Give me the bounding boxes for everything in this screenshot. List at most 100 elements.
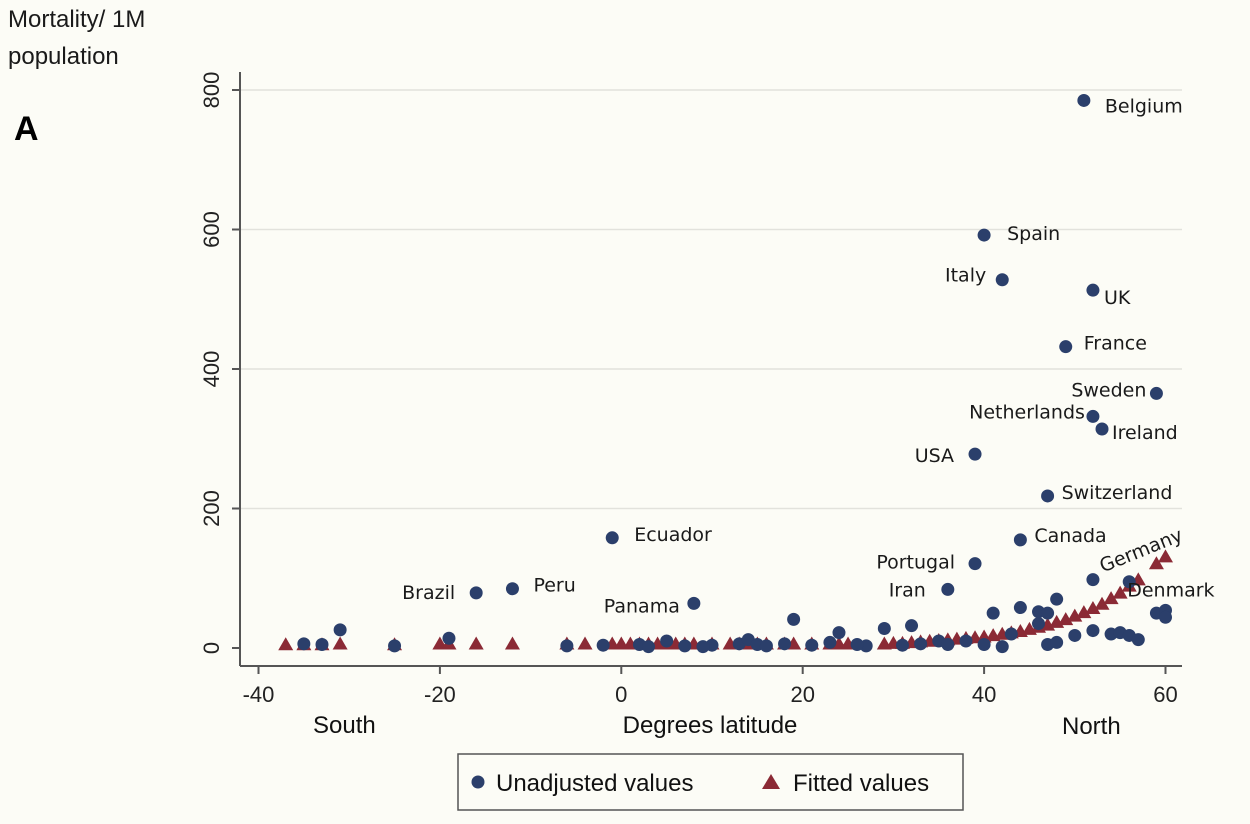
ticks: 0 200 400 600 800 -40 -20 0 20 40 60 [199, 72, 1178, 707]
unadjusted-point [823, 635, 837, 649]
legend: Unadjusted values Fitted values [457, 753, 964, 811]
fitted-point [504, 636, 520, 650]
unadjusted-point [759, 639, 773, 653]
unadjusted-point [333, 623, 347, 637]
y-axis-title-line-2: population [8, 43, 119, 70]
unadjusted-point [297, 637, 311, 651]
unadjusted-series [297, 93, 1172, 654]
unadjusted-point [678, 639, 692, 653]
x-tick-label: 0 [615, 682, 627, 707]
fitted-point [1112, 585, 1128, 599]
y-tick-label: 400 [199, 351, 224, 388]
point-label: Peru [533, 575, 575, 597]
fitted-point [278, 637, 294, 651]
unadjusted-point [787, 612, 801, 626]
unadjusted-point [977, 638, 991, 652]
unadjusted-point [968, 557, 982, 571]
unadjusted-point [1013, 601, 1027, 615]
point-label: Spain [1007, 223, 1060, 245]
unadjusted-point [1159, 610, 1172, 624]
y-tick-label: 0 [199, 642, 224, 654]
unadjusted-point [778, 637, 792, 651]
unadjusted-point [1122, 575, 1136, 589]
fitted-point [468, 636, 484, 650]
y-axis-title-line-1: Mortality/ 1M [8, 6, 145, 33]
unadjusted-point [1041, 489, 1055, 503]
fitted-point [1158, 549, 1173, 563]
fitted-point [1148, 556, 1164, 570]
unadjusted-point [560, 639, 574, 653]
x-tick-label: -20 [424, 682, 456, 707]
fitted-point [1085, 600, 1101, 614]
gridlines [240, 89, 1182, 510]
point-label: Sweden [1071, 379, 1146, 401]
unadjusted-point [832, 626, 846, 640]
legend-box [457, 753, 964, 811]
fitted-point [1058, 612, 1074, 626]
unadjusted-point [1013, 533, 1027, 547]
unadjusted-point [914, 637, 928, 651]
unadjusted-point [1050, 592, 1064, 606]
unadjusted-point [687, 596, 701, 610]
x-tick-label: 20 [790, 682, 814, 707]
point-label: Portugal [876, 552, 955, 574]
y-tick-label: 600 [199, 211, 224, 248]
x-tick-label: -40 [243, 682, 275, 707]
point-label: Iran [889, 579, 926, 601]
point-label: USA [915, 445, 954, 467]
unadjusted-point [995, 640, 1009, 654]
unadjusted-point [596, 638, 610, 652]
unadjusted-point [977, 228, 991, 242]
unadjusted-point [1004, 627, 1018, 641]
legend-unadjusted-marker [471, 775, 485, 789]
unadjusted-point [850, 638, 864, 652]
point-label: France [1084, 333, 1147, 355]
fitted-point [1103, 591, 1119, 605]
unadjusted-point [995, 273, 1009, 287]
point-label: Ecuador [634, 524, 712, 546]
unadjusted-point [1086, 283, 1100, 297]
x-tick-label: 60 [1153, 682, 1177, 707]
unadjusted-point [605, 531, 619, 545]
point-label: Germany [1097, 524, 1186, 577]
unadjusted-point [1086, 573, 1100, 587]
point-label: Switzerland [1062, 482, 1173, 504]
point-label: Ireland [1112, 422, 1178, 444]
unadjusted-point [1050, 635, 1064, 649]
point-label: Italy [945, 265, 986, 287]
legend-fitted-marker [762, 774, 780, 789]
fitted-point [1067, 608, 1083, 622]
unadjusted-point [1131, 633, 1145, 647]
unadjusted-point [905, 619, 919, 633]
legend-unadjusted-label: Unadjusted values [496, 770, 693, 797]
y-tick-label: 200 [199, 490, 224, 527]
point-label: UK [1104, 287, 1131, 309]
point-label: Netherlands [969, 401, 1085, 423]
unadjusted-point [469, 586, 483, 600]
unadjusted-point [1149, 386, 1163, 400]
unadjusted-point [1059, 340, 1073, 354]
x-axis-north-label: North [1062, 713, 1121, 740]
point-label: Brazil [402, 582, 455, 604]
fitted-point [577, 636, 593, 650]
unadjusted-point [1077, 93, 1091, 107]
unadjusted-point [1032, 617, 1046, 631]
legend-fitted-label: Fitted values [793, 770, 929, 797]
point-label: Panama [604, 595, 680, 617]
y-tick-label: 800 [199, 72, 224, 109]
x-tick-label: 40 [972, 682, 996, 707]
unadjusted-point [696, 640, 710, 654]
fitted-point [332, 636, 348, 650]
fitted-point [1076, 605, 1092, 619]
unadjusted-point [1041, 606, 1055, 620]
unadjusted-point [505, 582, 519, 596]
unadjusted-point [941, 638, 955, 652]
x-axis-south-label: South [313, 712, 376, 739]
country-labels: Belgium Spain Italy UK France SwedenNetherlan… [402, 95, 1214, 617]
unadjusted-point [877, 621, 891, 635]
unadjusted-point [315, 638, 329, 652]
unadjusted-point [442, 631, 456, 645]
unadjusted-point [895, 638, 909, 652]
point-label: Canada [1034, 525, 1106, 547]
